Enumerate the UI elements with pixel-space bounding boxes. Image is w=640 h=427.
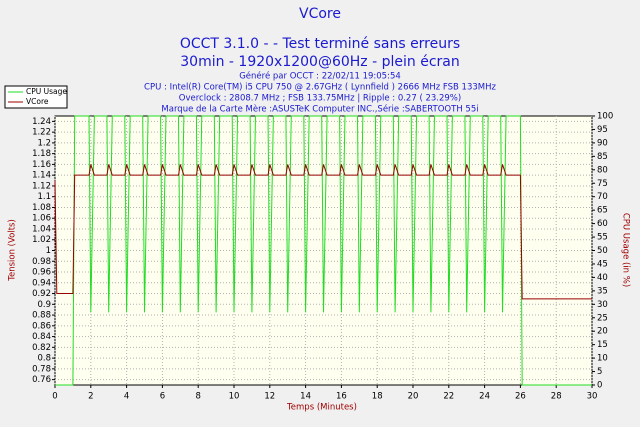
- legend-label: CPU Usage: [26, 87, 67, 96]
- chart-title: VCore: [299, 6, 341, 22]
- series-line: [54, 164, 592, 300]
- y-axis-label: Tension (Volts): [8, 219, 18, 282]
- y-tick-label: 0.88: [32, 311, 51, 321]
- title-line: 30min - 1920x1200@60Hz - plein écran: [180, 54, 459, 70]
- y-tick-label: 0.96: [32, 268, 51, 278]
- y2-tick-label: 5: [597, 367, 602, 377]
- y2-tick-label: 25: [597, 313, 608, 323]
- x-tick-label: 20: [408, 392, 419, 402]
- x-tick-label: 18: [372, 392, 383, 402]
- x-tick-label: 30: [587, 392, 598, 402]
- y-tick-label: 0.76: [32, 375, 51, 385]
- x-tick-label: 2: [88, 392, 93, 402]
- y2-tick-label: 95: [597, 125, 608, 135]
- x-tick-label: 6: [160, 392, 165, 402]
- y-tick-label: 0.98: [32, 257, 51, 267]
- x-tick-label: 22: [443, 392, 454, 402]
- x-tick-label: 10: [229, 392, 240, 402]
- series-line: [55, 115, 592, 386]
- y-tick-label: 0.84: [32, 332, 51, 342]
- legend-label: VCore: [26, 97, 49, 106]
- y-tick-label: 0.78: [32, 364, 51, 374]
- y-tick-label: 1.24: [32, 117, 51, 127]
- x-axis-label: Temps (Minutes): [286, 403, 357, 413]
- y-tick-label: 1.22: [32, 128, 51, 138]
- y-tick-label: 1.04: [32, 224, 51, 234]
- y2-tick-label: 50: [597, 246, 608, 256]
- x-tick-label: 26: [515, 392, 526, 402]
- x-tick-label: 12: [264, 392, 275, 402]
- y2-tick-label: 35: [597, 286, 608, 296]
- y-tick-label: 0.9: [37, 300, 51, 310]
- y-tick-label: 1.02: [32, 235, 51, 245]
- y-tick-label: 0.8: [37, 354, 51, 364]
- y-tick-label: 0.86: [32, 321, 51, 331]
- y-tick-label: 1.06: [32, 214, 51, 224]
- y2-tick-label: 45: [597, 259, 608, 269]
- y-tick-label: 1.16: [32, 160, 51, 170]
- y2-tick-label: 100: [597, 112, 613, 122]
- y2-tick-label: 85: [597, 152, 608, 162]
- y-tick-label: 1: [46, 246, 51, 256]
- x-tick-label: 4: [124, 392, 129, 402]
- y2-tick-label: 40: [597, 273, 608, 283]
- x-tick-label: 16: [336, 392, 347, 402]
- y-tick-label: 1.2: [37, 138, 51, 148]
- y2-tick-label: 80: [597, 165, 608, 175]
- y2-tick-label: 90: [597, 138, 608, 148]
- subtitle-line: Généré par OCCT : 22/02/11 19:05:54: [239, 71, 401, 82]
- y2-tick-label: 75: [597, 179, 608, 189]
- subtitle-line: Marque de la Carte Mère :ASUSTeK Compute…: [161, 104, 478, 115]
- y-tick-label: 0.82: [32, 343, 51, 353]
- y2-tick-label: 20: [597, 327, 608, 337]
- y2-tick-label: 70: [597, 192, 608, 202]
- y-tick-label: 0.94: [32, 278, 51, 288]
- subtitle-line: CPU : Intel(R) Core(TM) i5 CPU 750 @ 2.6…: [144, 83, 496, 93]
- y-tick-label: 1.12: [32, 181, 51, 191]
- y2-tick-label: 30: [597, 300, 608, 310]
- y-tick-label: 1.14: [32, 171, 51, 181]
- y2-tick-label: 10: [597, 354, 608, 364]
- y-tick-label: 1.18: [32, 149, 51, 159]
- y2-tick-label: 15: [597, 340, 608, 350]
- y-tick-label: 1.08: [32, 203, 51, 213]
- y2-tick-label: 65: [597, 206, 608, 216]
- y2-tick-label: 60: [597, 219, 608, 229]
- y2-tick-label: 55: [597, 233, 608, 243]
- y-tick-label: 0.92: [32, 289, 51, 299]
- y2-axis-label: CPU Usage (in %): [621, 213, 631, 287]
- x-tick-label: 28: [551, 392, 562, 402]
- subtitle-line: Overclock : 2808.7 MHz ; FSB 133.75MHz |…: [179, 94, 461, 104]
- x-tick-label: 8: [195, 392, 200, 402]
- y2-tick-label: 0: [597, 381, 602, 391]
- y-tick-label: 1.1: [37, 192, 51, 202]
- x-tick-label: 0: [52, 392, 57, 402]
- title-line: OCCT 3.1.0 - - Test terminé sans erreurs: [180, 36, 460, 52]
- x-tick-label: 14: [300, 392, 311, 402]
- x-tick-label: 24: [479, 392, 490, 402]
